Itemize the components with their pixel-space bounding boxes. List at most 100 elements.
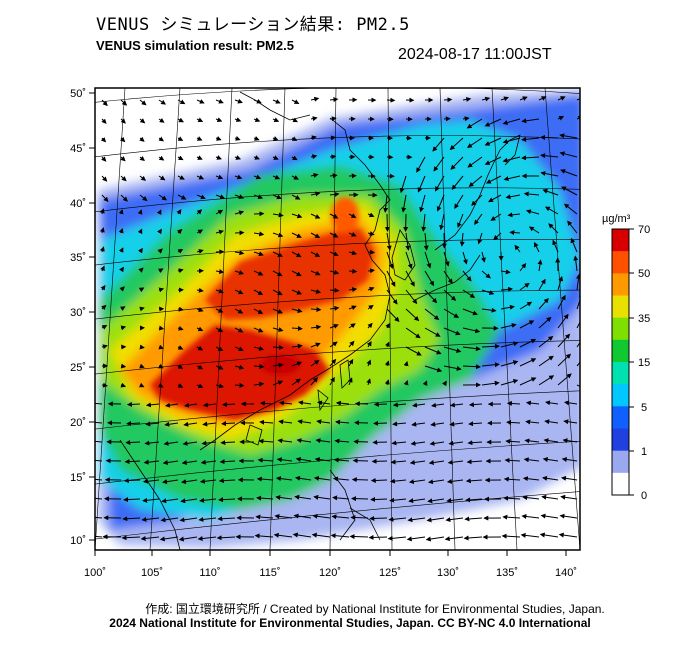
wind-arrow bbox=[181, 460, 198, 465]
wind-arrow bbox=[138, 382, 145, 388]
wind-arrow bbox=[119, 266, 124, 273]
wind-arrow bbox=[295, 456, 312, 462]
wind-arrow bbox=[383, 194, 389, 213]
wind-arrow bbox=[504, 457, 521, 463]
wind-arrow bbox=[216, 535, 236, 541]
wind-arrow bbox=[462, 116, 470, 122]
wind-arrow bbox=[347, 377, 353, 386]
wind-arrow bbox=[123, 497, 141, 503]
wind-arrow bbox=[576, 361, 580, 367]
wind-arrow bbox=[481, 307, 497, 313]
wind-arrow bbox=[373, 401, 388, 407]
wind-arrow bbox=[95, 402, 103, 405]
colorbar-segment bbox=[612, 339, 629, 363]
wind-arrow bbox=[467, 156, 483, 168]
wind-arrow bbox=[424, 365, 443, 373]
wind-arrow bbox=[443, 327, 461, 336]
wind-arrow bbox=[500, 323, 517, 329]
wind-arrow bbox=[370, 496, 388, 502]
colorbar-label-5: 5 bbox=[641, 402, 647, 414]
wind-arrow bbox=[100, 284, 106, 291]
wind-arrow bbox=[436, 194, 445, 212]
wind-arrow bbox=[196, 229, 204, 235]
wind-arrow bbox=[539, 532, 559, 538]
wind-arrow bbox=[256, 495, 274, 501]
wind-arrow bbox=[177, 175, 185, 180]
wind-arrow bbox=[313, 494, 331, 500]
wind-arrow bbox=[310, 154, 318, 160]
wind-arrow bbox=[139, 118, 146, 124]
wind-arrow bbox=[215, 194, 226, 200]
wind-arrow bbox=[101, 175, 108, 182]
wind-arrow bbox=[411, 421, 426, 427]
wind-arrow bbox=[310, 359, 320, 367]
wind-arrow bbox=[275, 495, 293, 500]
wind-arrow bbox=[234, 117, 242, 122]
wind-arrow bbox=[138, 287, 145, 293]
wind-arrow bbox=[422, 380, 428, 386]
wind-arrow bbox=[137, 228, 143, 235]
wind-arrow bbox=[368, 534, 388, 540]
wind-arrow bbox=[501, 533, 521, 539]
wind-arrow bbox=[386, 251, 394, 270]
wind-arrow bbox=[278, 400, 293, 406]
wind-arrow bbox=[234, 308, 244, 314]
wind-arrow bbox=[389, 478, 407, 484]
wind-arrow bbox=[519, 282, 530, 291]
wind-arrow bbox=[95, 497, 103, 500]
wind-arrow bbox=[158, 194, 168, 201]
wind-arrow bbox=[434, 175, 445, 192]
wind-arrow bbox=[196, 209, 203, 215]
wind-arrow bbox=[310, 135, 317, 141]
lon-tick-105: 105˚ bbox=[141, 567, 163, 579]
wind-arrow bbox=[534, 241, 540, 253]
colorbar-segment bbox=[612, 384, 629, 407]
wind-arrow bbox=[481, 96, 491, 102]
wind-arrow bbox=[387, 535, 407, 541]
wind-arrow bbox=[462, 327, 481, 334]
wind-arrow bbox=[443, 346, 462, 353]
wind-arrow bbox=[101, 156, 107, 162]
wind-arrow bbox=[462, 270, 472, 282]
wind-arrow bbox=[310, 232, 321, 238]
wind-arrow bbox=[157, 228, 162, 235]
wind-arrow bbox=[563, 203, 578, 215]
wind-arrow bbox=[426, 517, 445, 523]
wind-arrow bbox=[99, 208, 105, 215]
wind-arrow bbox=[367, 322, 373, 329]
wind-arrow bbox=[259, 400, 274, 406]
page-title-jp: VENUS シミュレーション結果: PM2.5 bbox=[96, 15, 410, 35]
wind-arrow bbox=[120, 175, 127, 182]
wind-arrow bbox=[234, 98, 243, 104]
wind-arrow bbox=[259, 419, 274, 425]
wind-arrow bbox=[234, 250, 245, 256]
wind-arrow bbox=[196, 99, 205, 104]
wind-arrow bbox=[272, 344, 284, 350]
wind-arrow bbox=[407, 517, 426, 523]
wind-arrow bbox=[519, 263, 527, 272]
wind-arrow bbox=[310, 251, 321, 257]
wind-arrow bbox=[139, 136, 145, 142]
wind-arrow bbox=[329, 173, 338, 179]
wind-arrow bbox=[334, 438, 350, 444]
wind-arrow bbox=[351, 477, 369, 483]
colorbar-segment bbox=[612, 295, 629, 319]
wind-arrow bbox=[481, 289, 495, 295]
map-frame bbox=[94, 87, 581, 551]
wind-arrow bbox=[215, 383, 224, 389]
wind-arrow bbox=[468, 175, 483, 188]
wind-arrow bbox=[445, 517, 464, 523]
wind-arrow bbox=[253, 251, 264, 257]
wind-arrow bbox=[310, 324, 322, 330]
wind-arrow bbox=[462, 308, 478, 316]
wind-arrow bbox=[481, 362, 500, 368]
wind-arrow bbox=[563, 419, 578, 425]
wind-arrow bbox=[519, 377, 537, 386]
wind-arrow bbox=[272, 194, 282, 200]
wind-arrow bbox=[314, 457, 331, 463]
wind-arrow bbox=[253, 117, 261, 122]
wind-arrow bbox=[311, 532, 331, 538]
wind-arrow bbox=[95, 478, 103, 481]
wind-arrow bbox=[552, 239, 559, 253]
wind-arrow bbox=[253, 363, 265, 369]
